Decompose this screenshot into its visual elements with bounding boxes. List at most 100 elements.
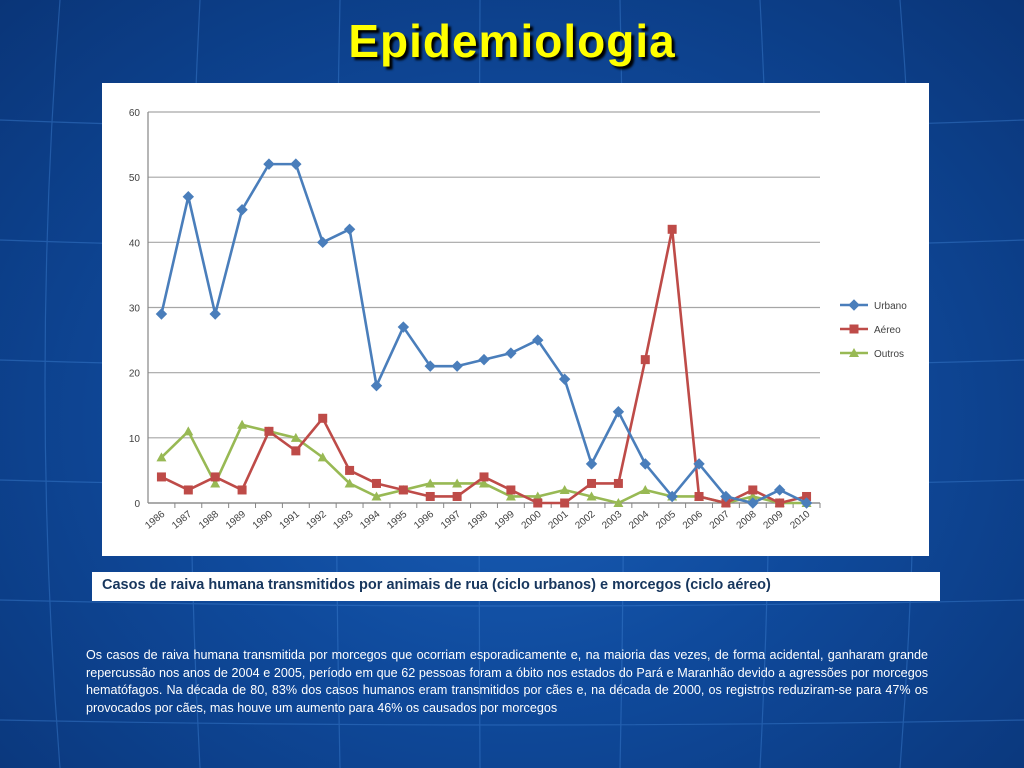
data-point-areo <box>237 485 247 495</box>
data-point-areo <box>398 485 408 495</box>
x-tick-label: 1988 <box>197 509 221 532</box>
legend-marker-areo <box>849 324 859 334</box>
x-tick-label: 2008 <box>735 509 759 532</box>
data-point-urbano <box>182 191 195 203</box>
data-point-urbano <box>720 490 732 503</box>
x-tick-label: 1993 <box>331 509 355 532</box>
x-tick-label: 1994 <box>358 509 382 532</box>
data-point-urbano <box>263 158 275 170</box>
data-point-urbano <box>639 458 651 470</box>
data-point-outros <box>747 491 758 501</box>
data-point-areo <box>802 491 812 501</box>
x-tick-label: 2009 <box>761 509 785 532</box>
x-tick-label: 1986 <box>143 509 167 532</box>
data-point-areo <box>345 465 355 475</box>
data-point-outros <box>425 478 436 488</box>
data-point-urbano <box>317 236 329 249</box>
data-point-urbano <box>585 458 598 470</box>
data-point-outros <box>613 498 624 507</box>
data-point-urbano <box>612 406 625 418</box>
legend-marker-outros <box>849 348 859 357</box>
x-tick-label: 1998 <box>466 509 490 532</box>
body-paragraph: Os casos de raiva humana transmitida por… <box>86 648 928 715</box>
chart-panel: 0 10 20 30 40 50 60 1986 1987 1988 1989 1990 1991 199… <box>102 83 929 556</box>
data-point-urbano <box>666 490 678 503</box>
data-point-urbano <box>236 204 248 216</box>
data-point-urbano <box>343 223 356 236</box>
data-point-outros <box>532 491 543 501</box>
data-point-areo <box>667 224 677 234</box>
x-tick-label: 1991 <box>278 509 302 532</box>
x-tick-label: 1989 <box>224 509 248 532</box>
data-point-outros <box>183 426 194 436</box>
y-tick-label: 0 <box>134 499 140 510</box>
data-point-outros <box>210 478 221 488</box>
data-point-areo <box>452 491 462 501</box>
x-tick-label: 2003 <box>600 509 624 532</box>
y-tick-label: 60 <box>129 108 141 119</box>
y-tick-label: 50 <box>129 173 141 184</box>
data-point-outros <box>237 419 248 429</box>
data-point-outros <box>344 478 355 488</box>
data-point-areo <box>560 498 570 508</box>
x-tick-label: 1995 <box>385 509 409 532</box>
data-point-areo <box>775 498 785 508</box>
x-tick-label: 2001 <box>546 509 570 532</box>
x-tick-label: 1996 <box>412 509 436 532</box>
x-tick-label: 1987 <box>170 509 194 532</box>
x-tick-label: 2007 <box>708 509 732 532</box>
data-point-urbano <box>397 321 410 333</box>
legend-label-outros: Outros <box>874 349 904 360</box>
y-tick-label: 30 <box>129 304 141 315</box>
data-point-urbano <box>800 497 813 509</box>
data-point-areo <box>587 478 597 488</box>
legend-marker-urbano <box>848 299 860 311</box>
data-point-areo <box>210 472 220 482</box>
y-tick-label: 10 <box>129 434 141 445</box>
data-point-outros <box>371 491 382 501</box>
data-point-outros <box>290 432 301 442</box>
data-point-areo <box>183 485 193 495</box>
data-point-urbano <box>693 458 705 470</box>
x-tick-label: 2005 <box>654 509 678 532</box>
x-tick-label: 1997 <box>439 509 463 532</box>
x-tick-label: 2010 <box>788 509 812 532</box>
data-point-areo <box>425 491 435 501</box>
slide-title: Epidemiologia <box>348 15 676 67</box>
y-tick-label: 40 <box>129 238 141 249</box>
data-point-areo <box>613 478 623 488</box>
data-point-urbano <box>773 484 786 496</box>
data-point-areo <box>264 426 274 436</box>
x-tick-label: 1990 <box>251 509 275 532</box>
data-point-areo <box>479 472 489 482</box>
x-tick-label: 2002 <box>573 509 597 532</box>
data-point-urbano <box>290 158 302 170</box>
data-point-areo <box>640 355 650 365</box>
x-tick-label: 2006 <box>681 509 705 532</box>
legend-label-urbano: Urbano <box>874 301 907 312</box>
data-point-urbano <box>155 308 168 320</box>
data-point-urbano <box>478 353 490 366</box>
data-point-outros <box>505 491 516 501</box>
y-tick-label: 20 <box>129 369 141 380</box>
data-point-areo <box>291 446 301 456</box>
data-point-outros <box>156 452 167 462</box>
x-tick-label: 1992 <box>305 509 329 532</box>
data-point-urbano <box>451 360 463 372</box>
data-point-outros <box>317 452 328 462</box>
data-point-urbano <box>370 379 383 392</box>
x-tick-label: 2004 <box>627 509 651 532</box>
data-point-areo <box>694 491 704 501</box>
legend-label-areo: Aéreo <box>874 325 901 336</box>
series-line-areo <box>160 228 807 505</box>
series-line-outros <box>160 423 807 505</box>
data-point-areo <box>506 485 516 495</box>
x-tick-label: 2000 <box>520 509 544 532</box>
data-point-urbano <box>558 373 571 385</box>
data-point-outros <box>452 478 463 488</box>
chart-caption: Casos de raiva humana transmitidos por a… <box>92 572 940 601</box>
data-point-outros <box>640 484 651 494</box>
data-point-urbano <box>424 360 436 372</box>
data-point-areo <box>748 485 758 495</box>
